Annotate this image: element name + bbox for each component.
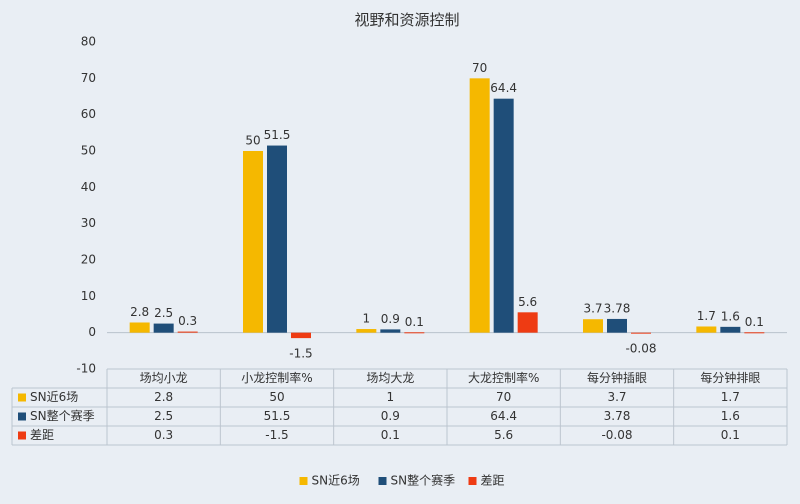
data-label: 0.9	[381, 312, 400, 326]
table-cell: 70	[496, 390, 511, 404]
data-label: -0.08	[625, 341, 656, 355]
bar-1-4	[607, 318, 627, 333]
bar-0-0	[129, 322, 150, 333]
table-cell: 3.7	[607, 390, 626, 404]
legend-entry: 差距	[481, 474, 505, 488]
y-tick-label: 10	[81, 289, 96, 303]
bar-1-5	[720, 326, 741, 333]
bar-1-3	[493, 98, 514, 333]
y-tick-label: 60	[81, 107, 96, 121]
y-tick-label: 80	[81, 35, 96, 49]
bar-0-1	[243, 151, 263, 333]
table-category-header: 大龙控制率%	[468, 370, 539, 385]
y-tick-label: -10	[76, 362, 96, 376]
data-label: 1.6	[721, 309, 740, 323]
table-series-name: 差距	[30, 428, 54, 442]
bar-2-0	[177, 331, 198, 333]
table-cell: -1.5	[265, 428, 288, 442]
table-cell: 0.3	[154, 428, 173, 442]
data-label: 5.6	[518, 295, 537, 309]
data-label: 0.3	[178, 314, 197, 328]
data-label: 3.78	[604, 301, 631, 315]
table-legend-swatch	[18, 393, 26, 402]
table-category-header: 场均小龙	[140, 371, 188, 385]
data-table: 场均小龙 小龙控制率% 场均大龙 大龙控制率% 每分钟插眼 每分钟排眼 SN近6场 2.8 50…	[11, 368, 788, 446]
table-cell: -0.08	[601, 428, 632, 442]
bar-2-3	[517, 312, 538, 333]
table-cell: 0.9	[381, 409, 400, 423]
table-cell: 0.1	[721, 428, 740, 442]
data-label: 3.7	[583, 302, 602, 316]
data-label: 0.1	[745, 315, 764, 329]
bar-2-2	[404, 332, 425, 334]
bar-0-5	[696, 326, 717, 333]
bar-1-1	[267, 145, 287, 333]
table-cell: 50	[269, 390, 284, 404]
table-cell: 1.7	[721, 390, 740, 404]
y-tick-label: 70	[81, 71, 96, 85]
y-tick-label: 20	[81, 253, 96, 267]
chart-title: 视野和资源控制	[354, 11, 459, 29]
bar-0-3	[469, 78, 490, 333]
legend: SN近6场 SN整个赛季 差距	[299, 473, 505, 488]
table-cell: 1	[387, 390, 395, 404]
legend-swatch	[299, 477, 308, 485]
table-category-header: 小龙控制率%	[241, 370, 312, 385]
labels-layer: 2.8 50 1 70 3.7 1.7 2.5 51.5 0.9 64.4 3.78 1.6 0.3 -1…	[130, 61, 764, 361]
data-label: 2.8	[130, 305, 149, 319]
y-tick-label: 30	[81, 216, 96, 230]
table-cell: 64.4	[490, 409, 517, 423]
bar-2-4	[631, 332, 651, 334]
table-category-header: 场均大龙	[366, 371, 414, 385]
bar-1-2	[380, 329, 401, 333]
table-cell: 1.6	[721, 409, 740, 423]
bar-2-1	[291, 332, 311, 339]
table-category-header: 每分钟插眼	[587, 370, 647, 385]
data-label: 50	[245, 134, 260, 148]
table-series-name: SN整个赛季	[30, 408, 95, 423]
legend-entry: SN整个赛季	[391, 473, 456, 488]
data-label: 0.1	[405, 315, 424, 329]
legend-swatch	[378, 477, 387, 485]
data-label: 1	[363, 312, 371, 326]
y-tick-label: 50	[81, 144, 96, 158]
bar-2-5	[744, 332, 765, 334]
table-legend-swatch	[18, 431, 26, 440]
table-cell: 2.5	[154, 409, 173, 423]
table-legend-swatch	[18, 412, 26, 421]
legend-entry: SN近6场	[312, 474, 360, 488]
table-cell: 2.8	[154, 390, 173, 404]
bar-0-4	[583, 319, 603, 333]
table-cell: 3.78	[604, 409, 631, 423]
y-tick-label: 40	[81, 180, 96, 194]
y-tick-label: 0	[88, 325, 96, 339]
table-category-header: 每分钟排眼	[700, 370, 760, 385]
table-series-name: SN近6场	[30, 390, 78, 404]
bar-0-2	[356, 329, 377, 333]
table-cell: 51.5	[264, 409, 291, 423]
axes-layer: -10 0 10 20 30 40 50 60 70 80	[76, 35, 787, 376]
data-label: 64.4	[490, 81, 517, 95]
legend-swatch	[468, 477, 477, 485]
data-label: 1.7	[697, 309, 716, 323]
data-label: 51.5	[264, 128, 291, 142]
bars-layer	[129, 78, 765, 339]
data-label: 2.5	[154, 306, 173, 320]
table-cell: 5.6	[494, 428, 513, 442]
data-label: 70	[472, 61, 487, 75]
table-cell: 0.1	[381, 428, 400, 442]
bar-1-0	[153, 323, 174, 333]
data-label: -1.5	[289, 347, 312, 361]
